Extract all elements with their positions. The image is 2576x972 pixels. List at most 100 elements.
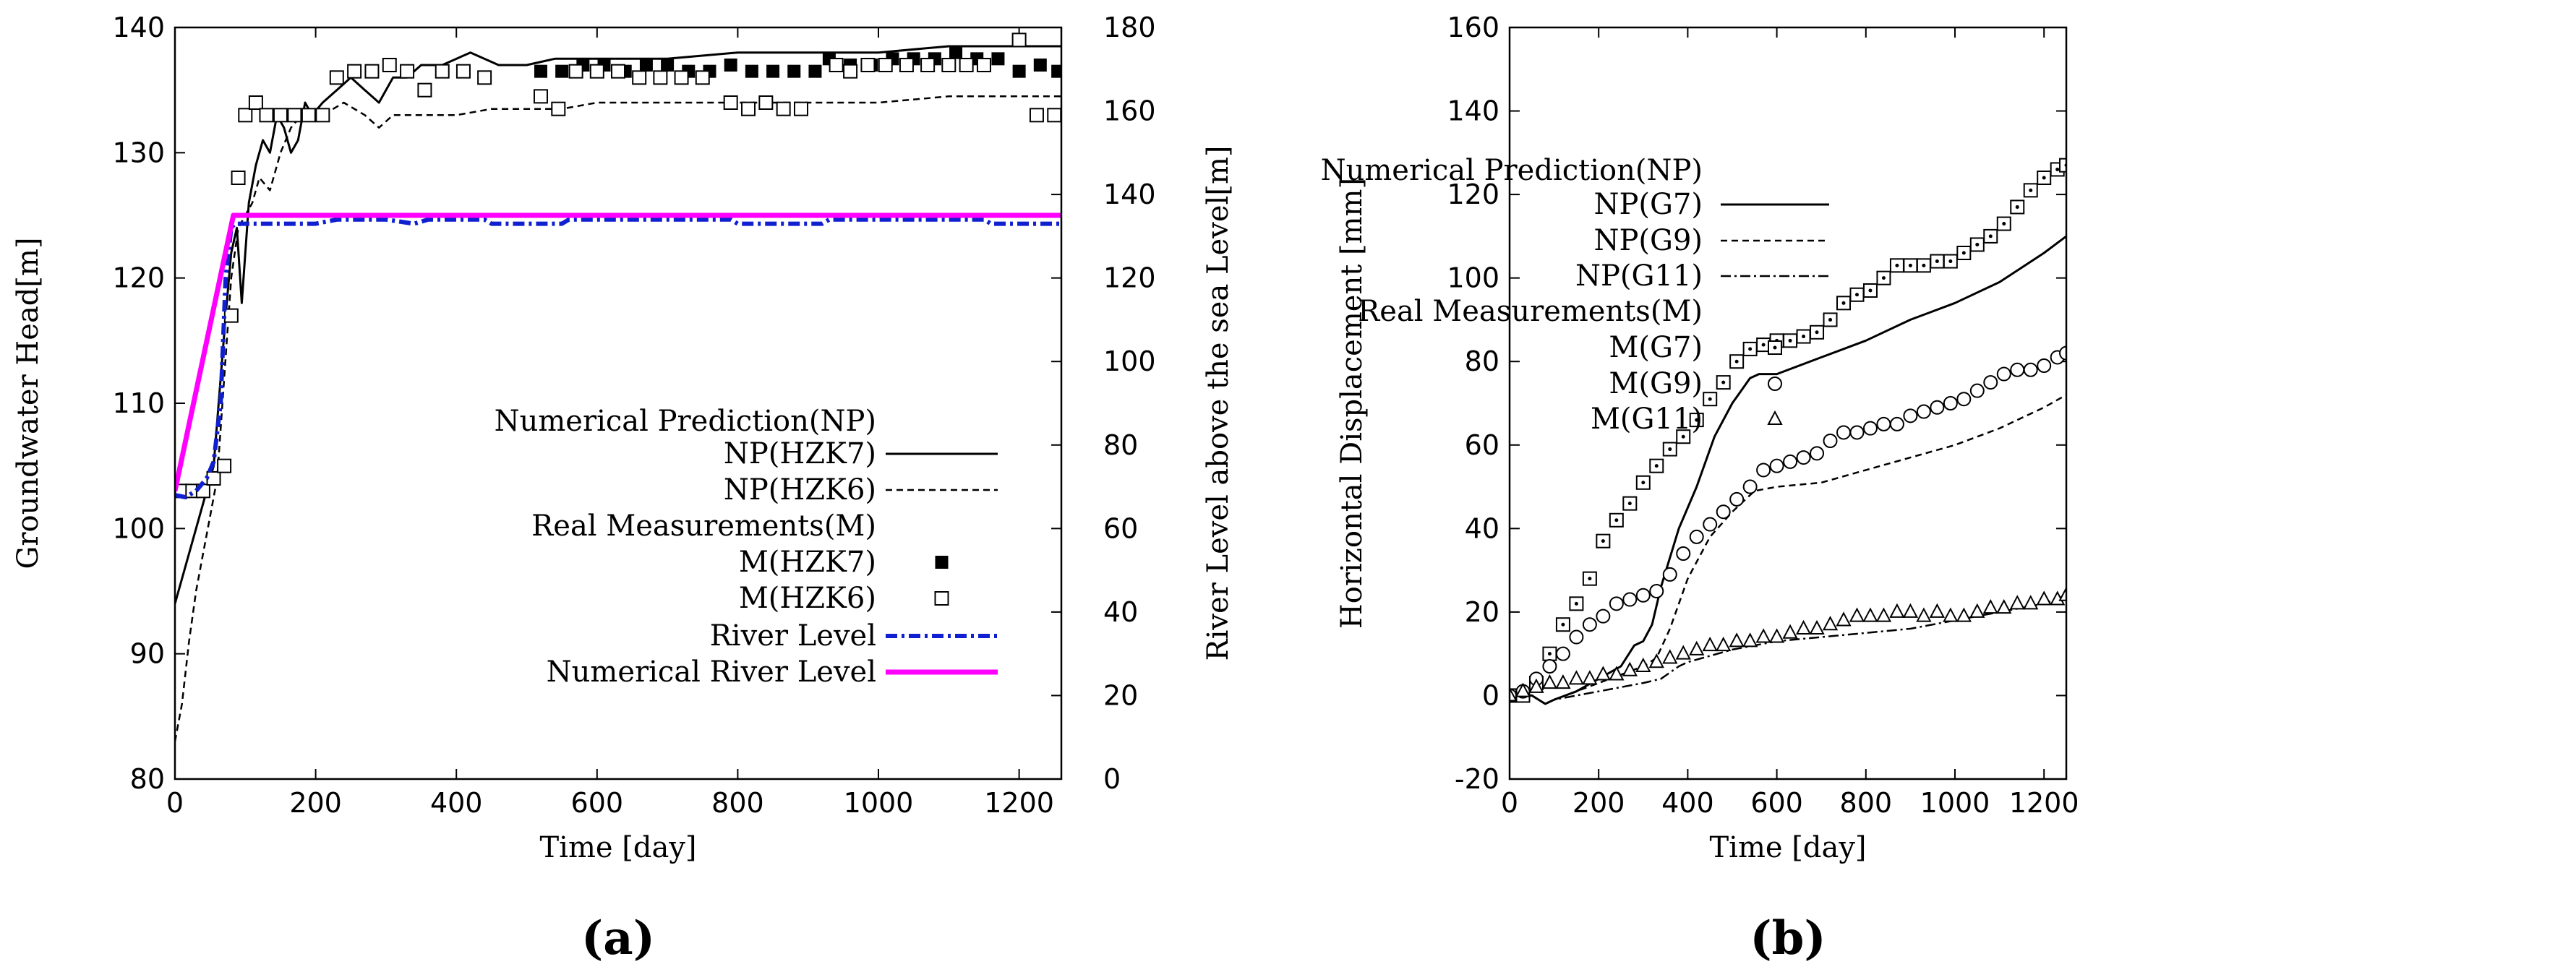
x-tick-label: 0 [1501,787,1518,819]
data-point-m-hzk6 [347,64,362,79]
data-point-m-g9 [1930,400,1945,415]
data-point-m-g11 [1889,603,1905,618]
data-point-m-g7 [1742,341,1758,356]
data-point-m-hzk6 [568,64,583,79]
data-point-m-hzk6 [776,101,791,116]
data-point-m-g11 [1875,607,1892,622]
data-point-m-hzk7 [1033,59,1047,72]
x-tick-label: 600 [571,787,624,819]
data-point-m-g11 [1809,619,1825,635]
data-point-m-g11 [1662,649,1678,664]
data-point-m-g9 [1689,529,1704,544]
data-point-m-g7 [1930,254,1945,269]
data-point-m-hzk6 [477,70,492,85]
x-tick-label: 1200 [2009,787,2079,819]
x-axis-label: Time [day] [1709,831,1866,864]
x-tick-label: 800 [1840,787,1893,819]
y2-tick-label: 80 [1103,429,1138,461]
legend-marker-open-square [934,591,949,606]
data-point-m-g11 [1943,607,1959,622]
data-point-m-g7 [1569,596,1584,611]
y2-tick-label: 160 [1103,95,1156,127]
data-point-m-g9 [1823,434,1838,448]
y2-tick-label: 0 [1103,763,1121,795]
data-point-m-g7 [1703,392,1718,407]
data-point-m-g11 [1742,632,1758,648]
data-point-m-g11 [1716,636,1732,652]
legend-label: Numerical River Level [547,655,876,689]
data-point-m-hzk6 [1011,33,1027,48]
data-point-m-g7 [1823,312,1838,327]
data-point-m-g9 [2059,345,2066,361]
data-point-m-g9 [1796,450,1811,465]
data-point-m-hzk6 [238,108,253,123]
legend-label: M(HZK6) [739,582,876,615]
legend-label: River Level [710,619,876,653]
data-point-m-g11 [1782,624,1798,639]
data-point-m-g7 [1903,258,1918,273]
data-point-m-g7 [1916,258,1931,273]
data-point-m-g7 [1876,270,1891,285]
y2-axis-label: River Level above the sea Level[m] [1202,146,1235,661]
data-point-m-hzk6 [248,95,263,110]
data-point-m-g7-dot [1601,539,1605,543]
data-point-m-g11 [1510,687,1518,702]
data-point-m-g7-dot [1881,276,1886,280]
y-tick-label: 80 [130,763,165,795]
data-point-m-hzk7 [724,59,737,72]
y-tick-label: 120 [112,262,165,294]
series-line-numerical-river-level [175,212,1061,492]
data-point-m-g11 [1555,674,1571,689]
data-point-m-hzk6 [920,58,936,72]
data-point-m-g7-dot [1695,418,1699,422]
data-point-m-g9 [1889,416,1904,431]
data-point-m-g7-dot [1922,263,1926,267]
data-point-m-g9 [1703,517,1718,532]
data-point-m-g9 [2037,358,2052,373]
data-point-m-g7-dot [1681,434,1685,439]
data-point-m-g7 [1609,512,1624,528]
data-point-m-hzk6 [329,70,344,85]
data-point-m-g7-dot [1748,347,1753,351]
y-tick-label: 100 [112,512,165,544]
data-point-m-hzk6 [206,471,221,486]
data-point-m-hzk6 [941,58,957,72]
data-point-m-g9 [1596,608,1611,624]
series-line-np-g9 [1510,394,2066,705]
data-point-m-hzk6 [533,89,548,104]
data-point-m-g11 [1902,603,1919,618]
plot-frame [174,26,1063,780]
data-point-m-hzk7 [661,59,675,72]
data-point-m-g11 [1729,632,1745,648]
data-point-m-g7 [1796,329,1811,344]
legend-label: Numerical Prediction(NP) [495,405,876,438]
data-point-m-g7-dot [1561,622,1565,627]
data-point-m-g7-dot [1574,601,1578,606]
data-point-m-g9 [1916,404,1931,419]
data-point-m-g7-dot [1788,338,1792,343]
data-point-m-hzk6 [959,58,974,72]
data-point-m-g9 [1969,383,1985,398]
data-point-m-g7-box [2059,158,2066,173]
legend-label: M(G7) [1609,331,1703,364]
data-point-m-g7 [1889,258,1904,273]
y2-tick-label: 20 [1103,679,1138,711]
data-point-m-g7 [1783,333,1798,348]
data-point-m-g9 [1635,588,1651,603]
data-point-m-hzk6 [400,64,415,79]
series-line-np-g11 [1510,594,2066,705]
data-point-m-hzk6 [287,108,302,123]
data-point-m-g11 [1836,611,1852,627]
y-tick-label: 40 [1465,512,1499,544]
x-tick-label: 400 [1661,787,1714,819]
data-point-m-g9 [1783,454,1798,469]
data-point-m-g9 [1849,425,1865,440]
y2-tick-label: 140 [1103,179,1156,210]
data-point-m-g11 [1956,607,1972,622]
x-tick-label: 600 [1750,787,1803,819]
data-point-m-g7 [1716,375,1731,390]
x-tick-label: 400 [430,787,483,819]
data-point-m-g7-dot [1935,259,1939,264]
data-point-m-g11 [1515,682,1531,697]
data-point-m-hzk6 [589,64,604,79]
